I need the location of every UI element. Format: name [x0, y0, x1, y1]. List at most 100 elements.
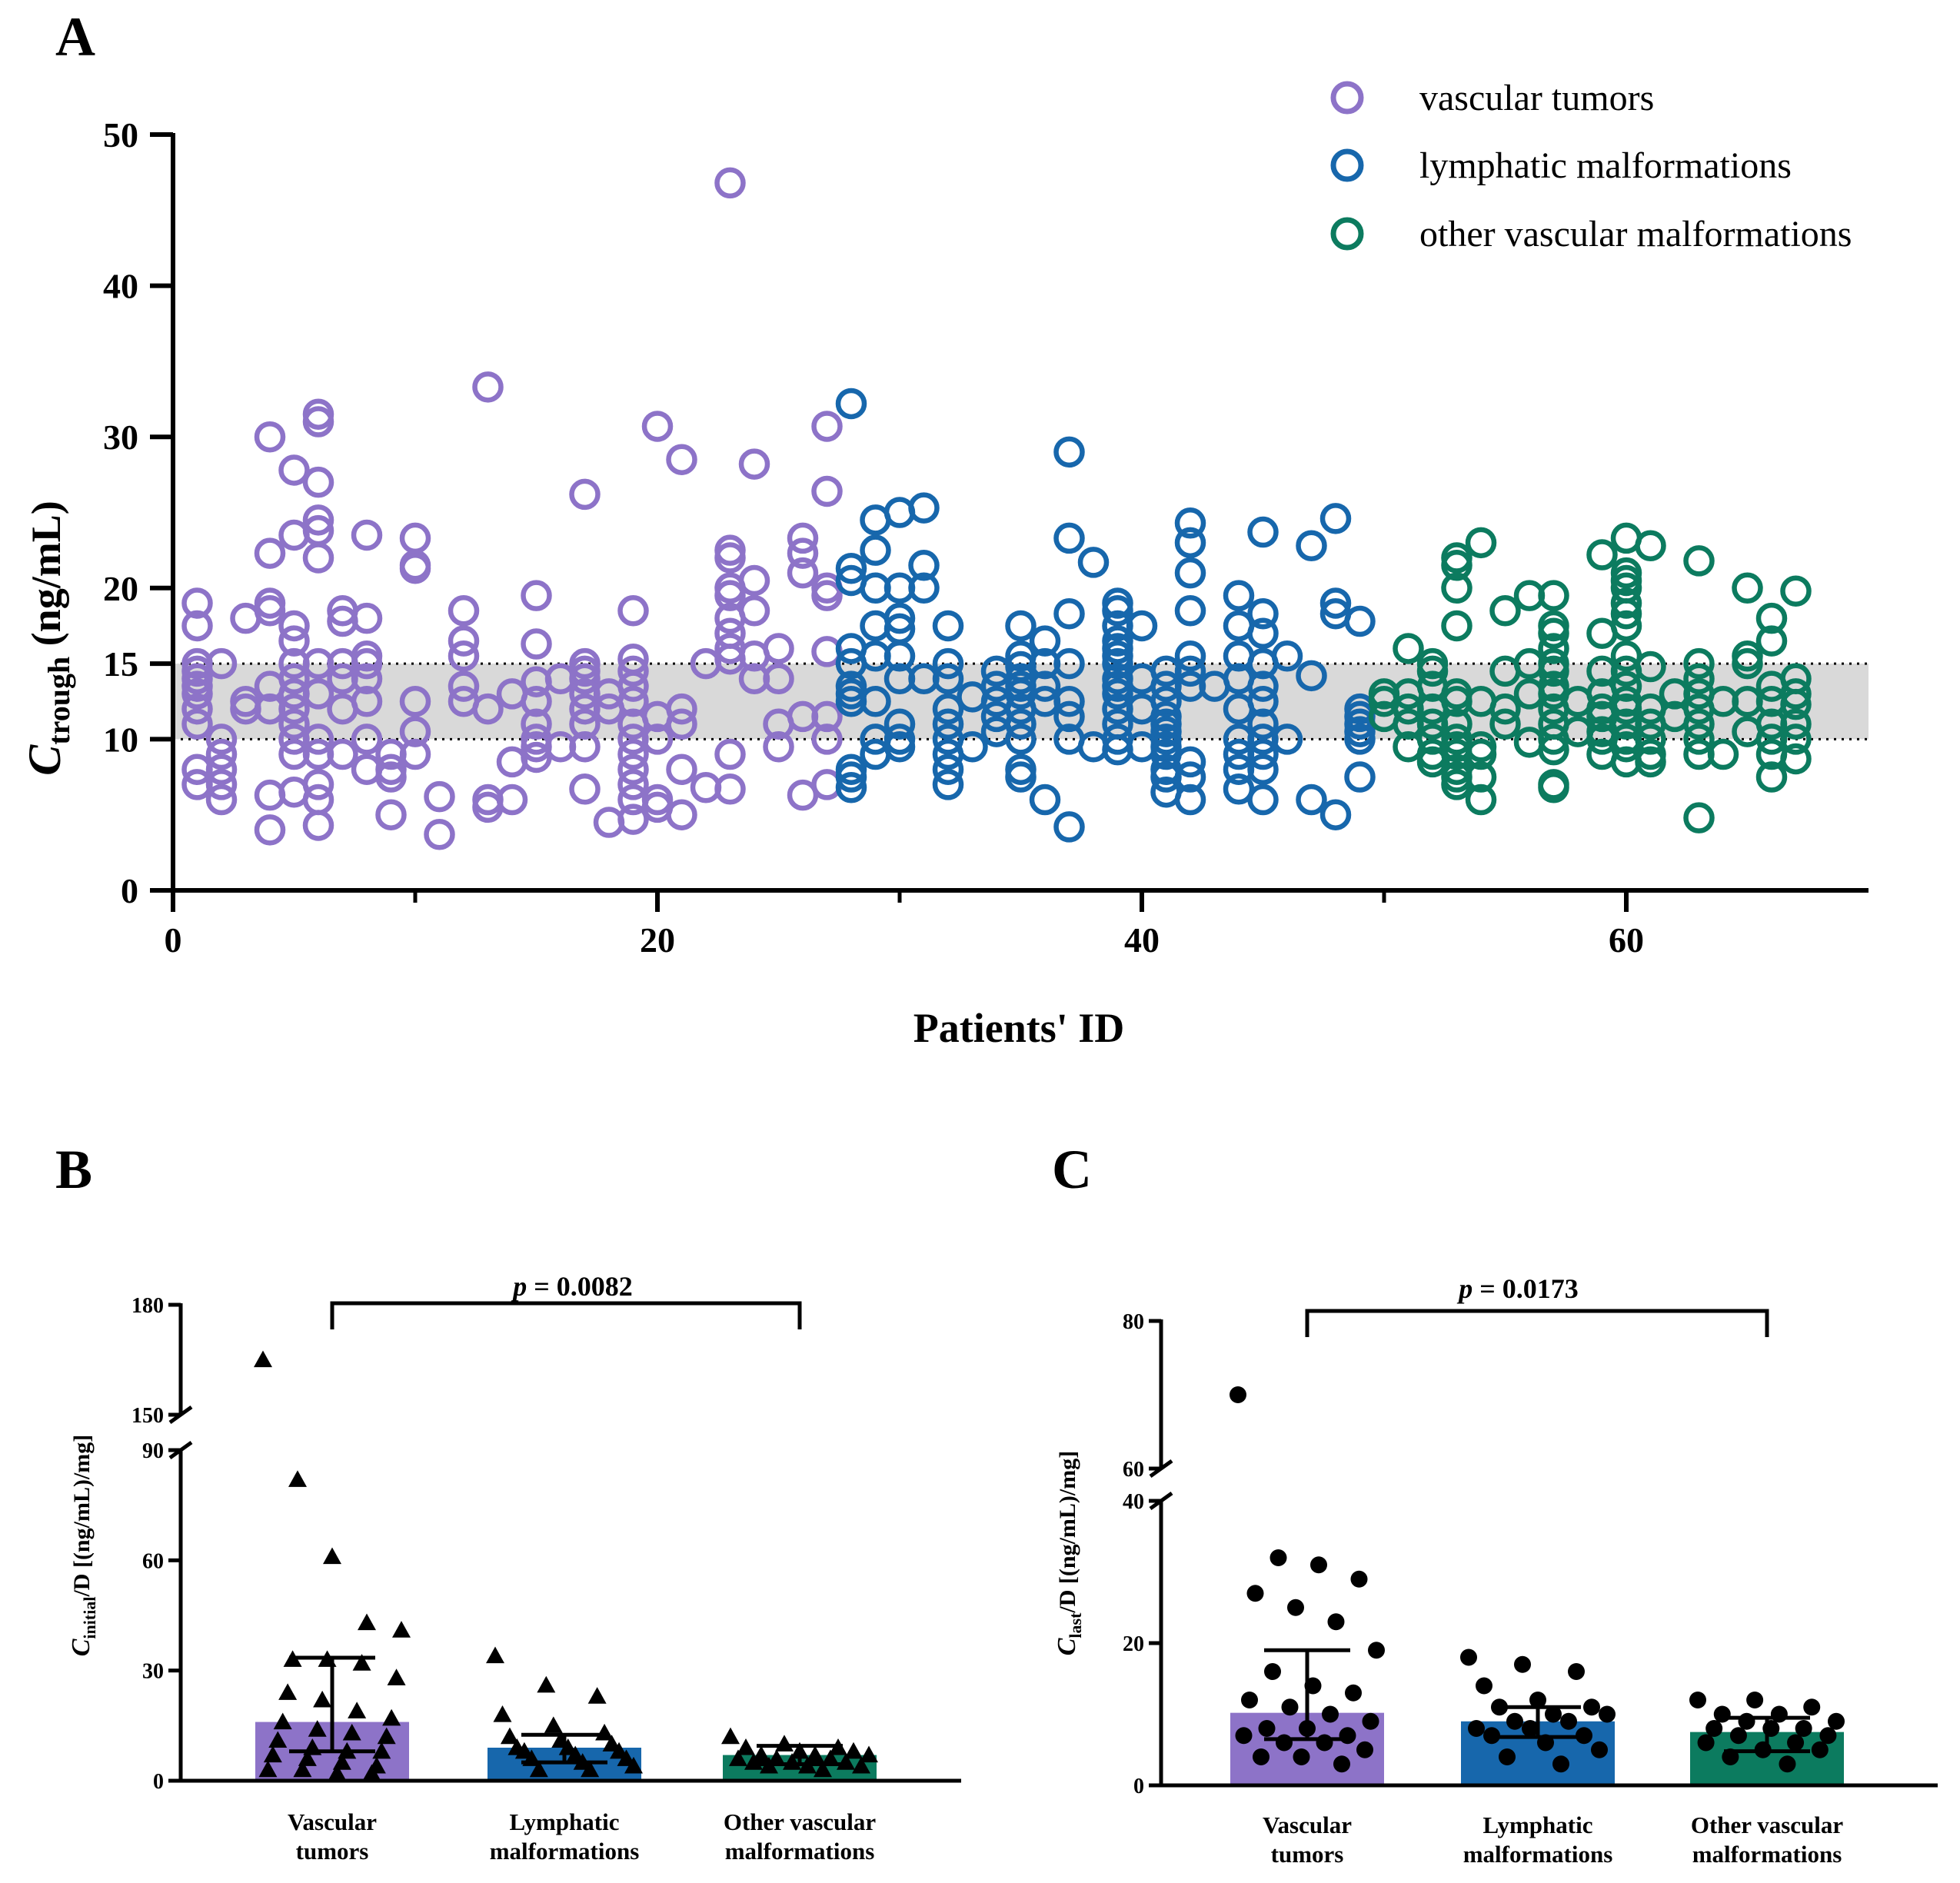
scatter-point [351, 519, 383, 551]
scatter-point [1174, 527, 1206, 559]
scatter-point [883, 497, 916, 528]
scatter-point [181, 678, 213, 710]
scatter-point [1610, 610, 1642, 642]
scatter-point [399, 716, 431, 747]
panel-a-y-axis-title: Ctrough (ng/mL) [19, 501, 76, 775]
y-label-c: C [1053, 1638, 1081, 1655]
panel-b-y-axis-title: Cinitial/D [(ng/mL)/mg] [67, 1435, 99, 1657]
panel-b-pvalue: p = 0.0082 [511, 1271, 633, 1302]
scatter-point [641, 724, 674, 755]
data-point-circle [1705, 1720, 1723, 1737]
scatter-point [278, 693, 310, 725]
data-point-circle [1476, 1677, 1492, 1695]
scatter-point [1247, 783, 1279, 816]
scatter-point [424, 819, 455, 850]
category-label-3a: Other vascular [1691, 1811, 1844, 1838]
y-tick-label: 50 [103, 115, 138, 155]
scatter-point [496, 783, 528, 816]
y-tick-label: 30 [103, 418, 138, 457]
scatter-point [714, 738, 746, 770]
scatter-point [181, 693, 213, 725]
data-point-triangle [254, 1350, 272, 1368]
scatter-point [1053, 597, 1085, 630]
scatter-point [617, 754, 649, 785]
scatter-point [278, 625, 310, 657]
scatter-point [1077, 547, 1110, 578]
scatter-point [1271, 640, 1303, 672]
panel-c-ticks: 0 20 40 60 80 [1123, 1310, 1161, 1798]
scatter-point [521, 708, 552, 740]
scatter-point [1635, 746, 1666, 778]
panel-c-error-bars [1264, 1648, 1810, 1754]
scatter-point [302, 769, 334, 800]
y-title-sub: trough [42, 657, 76, 745]
scatter-point [932, 647, 964, 680]
scatter-point [351, 724, 383, 755]
data-point-circle [1522, 1720, 1539, 1737]
data-point-triangle [387, 1668, 406, 1685]
scatter-point [1755, 761, 1788, 793]
data-point-circle [1803, 1698, 1821, 1716]
scatter-point [351, 686, 383, 717]
scatter-point [399, 738, 431, 770]
scatter-point [496, 746, 528, 778]
data-point-circle [1350, 1570, 1368, 1588]
y-label-sub: initial [80, 1597, 99, 1639]
scatter-point [1344, 761, 1376, 793]
scatter-point [1780, 743, 1812, 775]
scatter-point [738, 564, 770, 597]
scatter-point [569, 478, 601, 511]
scatter-point [1005, 610, 1037, 642]
data-point-triangle [821, 1749, 840, 1766]
data-point-triangle [392, 1621, 411, 1638]
data-point-triangle [308, 1720, 327, 1737]
panel-c: C 0 20 40 60 80 p = 0.0173 Clast/D [(ng/mL)/… [1052, 1139, 1938, 1868]
scatter-point [1271, 724, 1303, 755]
data-point-circle [1281, 1698, 1299, 1716]
scatter-point [617, 738, 649, 770]
scatter-point [278, 708, 310, 740]
scatter-point [1586, 539, 1618, 571]
scatter-point [254, 537, 286, 569]
significance-bracket [1305, 1309, 1769, 1337]
scatter-point [811, 580, 843, 611]
panel-b-ticks: 0 30 60 90 150 180 [131, 1294, 181, 1794]
data-point-circle [1322, 1705, 1339, 1723]
panel-c-y-axis-title: Clast/D [(ng/mL)/mg] [1053, 1451, 1085, 1656]
scatter-point [1465, 527, 1497, 559]
scatter-point [860, 686, 891, 717]
scatter-point [883, 708, 916, 740]
scatter-point [1780, 575, 1812, 607]
data-point-triangle [278, 1683, 298, 1700]
scatter-point [1683, 663, 1715, 695]
scatter-point [569, 730, 601, 763]
data-point-triangle [860, 1745, 878, 1763]
scatter-point [472, 693, 504, 725]
data-point-circle [1241, 1692, 1258, 1708]
x-tick-label: 0 [165, 920, 182, 960]
scatter-point [1174, 595, 1206, 627]
scatter-point [1344, 724, 1376, 755]
scatter-point [666, 799, 697, 830]
scatter-point [205, 769, 238, 800]
data-point-triangle [313, 1690, 332, 1708]
y-tick-label: 0 [121, 871, 138, 910]
scatter-point [908, 572, 940, 604]
scatter-point [399, 552, 431, 584]
scatter-point [1174, 783, 1206, 816]
panel-b-error-bars [289, 1655, 843, 1766]
legend-marker-other [1330, 217, 1364, 251]
scatter-point [617, 769, 649, 800]
scatter-point [932, 610, 964, 642]
data-point-triangle [737, 1738, 755, 1755]
panel-a-axes [171, 133, 1868, 893]
scatter-point [1174, 746, 1206, 778]
data-point-circle [1779, 1755, 1796, 1773]
scatter-point [1489, 708, 1521, 740]
data-point-circle [1697, 1734, 1715, 1752]
scatter-point [1732, 572, 1763, 604]
panel-b-points [254, 1350, 878, 1782]
panel-b-axes [168, 1303, 961, 1783]
data-point-circle [1560, 1712, 1577, 1730]
category-label-2a: Lymphatic [510, 1808, 620, 1835]
